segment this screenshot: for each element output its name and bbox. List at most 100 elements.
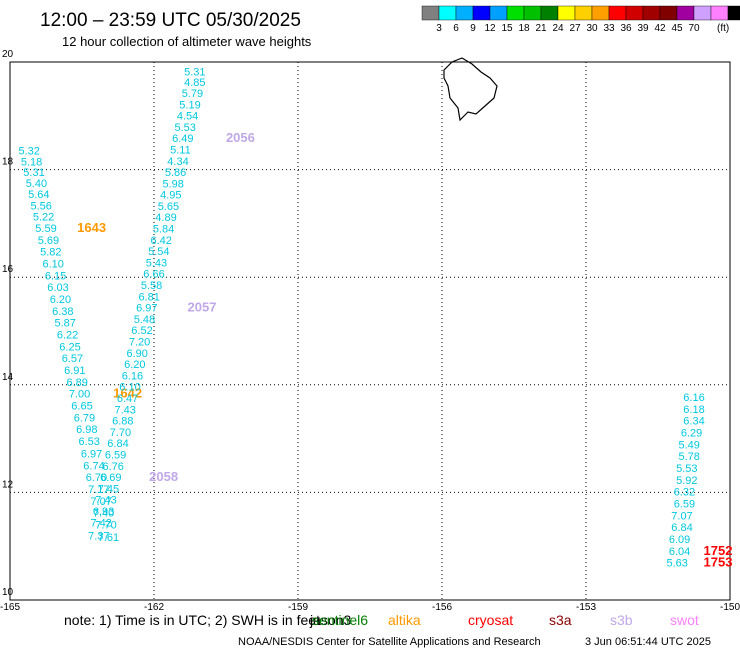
colorbar-swatch: [472, 5, 491, 21]
wave-height-label: 6.16: [683, 392, 704, 404]
wave-height-label: 5.18: [21, 156, 42, 168]
colorbar-swatch: [540, 5, 559, 21]
wave-height-label: 6.52: [131, 325, 152, 337]
wave-height-label: 5.86: [165, 167, 186, 179]
colorbar-swatch: [608, 5, 627, 21]
wave-height-label: 5.69: [38, 235, 59, 247]
wave-height-label: 6.88: [112, 416, 133, 428]
wave-height-label: 5.65: [158, 201, 179, 213]
colorbar-swatch: [591, 5, 610, 21]
wave-height-label: 5.40: [26, 178, 47, 190]
y-tick-label: 10: [2, 587, 14, 598]
colorbar-swatch: [642, 5, 661, 21]
wave-height-label: 5.48: [134, 314, 155, 326]
wave-height-label: 6.98: [76, 424, 97, 436]
colorbar-swatch: [574, 5, 593, 21]
wave-height-label: 6.20: [50, 294, 71, 306]
wave-height-label: 6.49: [172, 133, 193, 145]
wave-height-label: 6.20: [124, 359, 145, 371]
wave-height-label: 6.03: [47, 282, 68, 294]
y-tick-label: 16: [2, 264, 14, 275]
legend-swot: swot: [670, 612, 699, 628]
wave-height-label: 4.95: [160, 190, 181, 202]
colorbar-label: 36: [620, 23, 632, 34]
wave-height-label: 4.54: [177, 111, 198, 123]
wave-height-values: 5.325.185.315.405.645.565.225.595.695.82…: [18, 66, 732, 569]
x-tick-label: -156: [432, 602, 452, 613]
wave-height-label: 7.42: [90, 517, 111, 529]
wave-height-label: 6.76: [102, 461, 123, 473]
colorbar-swatch: [523, 5, 542, 21]
colorbar-label: 30: [586, 23, 598, 34]
pass-time-label: 1643: [77, 220, 106, 235]
colorbar-swatch: [557, 5, 576, 21]
colorbar-swatch: [455, 5, 474, 21]
colorbar-label: 3: [436, 23, 442, 34]
wave-height-label: 7.43: [95, 495, 116, 507]
wave-height-label: 6.93: [93, 506, 114, 518]
chart-title: 12:00 – 23:59 UTC 05/30/2025: [40, 10, 301, 31]
colorbar-swatch: [659, 5, 678, 21]
wave-height-label: 7.20: [129, 337, 150, 349]
y-tick-label: 12: [2, 479, 14, 490]
legend-s3a: s3a: [549, 612, 572, 628]
wave-height-label: 5.78: [678, 451, 699, 463]
colorbar-label: 39: [637, 23, 649, 34]
colorbar-swatch: [489, 5, 508, 21]
wave-height-label: 6.97: [136, 303, 157, 315]
wave-height-label: 6.53: [78, 436, 99, 448]
x-tick-label: -159: [288, 602, 308, 613]
wave-height-label: 5.53: [174, 122, 195, 134]
wave-height-label: 7.37: [88, 531, 109, 543]
x-tick-label: -153: [576, 602, 596, 613]
wave-height-label: 5.63: [666, 558, 687, 570]
wave-height-label: 5.53: [676, 463, 697, 475]
wave-height-label: 6.18: [683, 404, 704, 416]
legend-cryosat: cryosat: [468, 612, 513, 628]
legend-sentinel6: sentinel6: [312, 612, 368, 628]
wave-height-label: 5.98: [162, 178, 183, 190]
colorbar-unit: (ft): [717, 23, 729, 34]
wave-height-label: 6.16: [122, 370, 143, 382]
wave-height-label: 7.45: [98, 483, 119, 495]
x-tick-label: -150: [720, 602, 740, 613]
wave-height-label: 4.34: [167, 156, 188, 168]
wave-height-label: 6.66: [143, 269, 164, 281]
wave-height-label: 7.40: [93, 508, 114, 520]
y-tick-label: 20: [2, 49, 14, 60]
wave-height-label: 6.79: [74, 412, 95, 424]
pass-time-label: 1752: [704, 543, 733, 558]
wave-height-label: 6.10: [42, 259, 63, 271]
wave-height-label: 6.97: [81, 448, 102, 460]
wave-height-label: 6.70: [86, 472, 107, 484]
wave-height-label: 6.81: [138, 291, 159, 303]
wave-height-label: 6.91: [64, 365, 85, 377]
wave-height-label: 7.43: [114, 404, 135, 416]
wave-height-label: 7.61: [98, 532, 119, 544]
wave-height-label: 6.69: [100, 472, 121, 484]
wave-height-label: 6.10: [119, 382, 140, 394]
colorbar-label: 42: [654, 23, 666, 34]
axis-ticks: -165 -162 -159 -156 -153 -150 20 18 16 14 12 10: [0, 49, 740, 613]
colorbar-swatch: [676, 5, 695, 21]
wave-height-label: 5.92: [676, 475, 697, 487]
wave-height-label: 5.82: [40, 247, 61, 259]
wave-height-label: 5.64: [28, 189, 49, 201]
wave-height-label: 4.85: [184, 77, 205, 89]
wave-height-label: 5.19: [179, 99, 200, 111]
wave-height-label: 7.07: [671, 510, 692, 522]
timestamp: 3 Jun 06:51:44 UTC 2025: [585, 636, 711, 648]
pass-time-label: 2058: [149, 469, 178, 484]
wave-height-label: 5.31: [184, 66, 205, 78]
wave-height-label: 5.32: [18, 146, 39, 158]
wave-height-label: 6.15: [45, 270, 66, 282]
wave-height-label: 7.70: [110, 427, 131, 439]
wave-height-label: 6.09: [669, 534, 690, 546]
wave-height-label: 5.87: [54, 318, 75, 330]
wave-height-label: 6.42: [150, 235, 171, 247]
wave-height-label: 5.31: [23, 167, 44, 179]
colorbar-swatch: [625, 5, 644, 21]
y-tick-label: 14: [2, 372, 14, 383]
wave-height-label: 6.84: [107, 438, 128, 450]
